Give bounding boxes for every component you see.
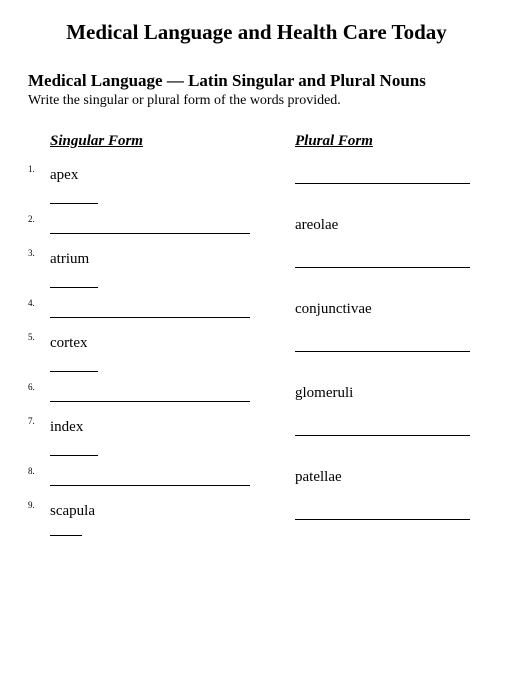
item-number: 3.: [28, 248, 35, 258]
singular-blank[interactable]: [50, 220, 250, 234]
header-singular: Singular Form: [50, 133, 295, 150]
singular-word: scapula: [50, 503, 95, 520]
plural-word: conjunctivae: [295, 301, 372, 318]
items-list: 1. apex 2. areolae 3. atrium 4. conjunctivae 5. c…: [28, 162, 485, 536]
worksheet-item: 5. cortex: [28, 330, 485, 372]
singular-cell: [50, 220, 295, 234]
singular-blank[interactable]: [50, 388, 250, 402]
item-number: 4.: [28, 298, 35, 308]
worksheet-item: 1. apex: [28, 162, 485, 204]
plural-cell: [295, 338, 485, 352]
singular-cell: [50, 472, 295, 486]
plural-cell: [295, 422, 485, 436]
main-title: Medical Language and Health Care Today: [28, 20, 485, 45]
item-row: conjunctivae: [50, 296, 485, 318]
worksheet-item: 4. conjunctivae: [28, 296, 485, 322]
plural-word: patellae: [295, 469, 342, 486]
plural-cell: [295, 170, 485, 184]
singular-cell: [50, 304, 295, 318]
item-number: 5.: [28, 332, 35, 342]
spacer: [50, 234, 485, 238]
singular-blank[interactable]: [50, 304, 250, 318]
worksheet-item: 8. patellae: [28, 464, 485, 490]
header-plural: Plural Form: [295, 133, 485, 150]
spacer: [50, 486, 485, 490]
worksheet-page: Medical Language and Health Care Today M…: [0, 0, 513, 554]
singular-word: index: [50, 419, 83, 436]
item-row: glomeruli: [50, 380, 485, 402]
item-row: patellae: [50, 464, 485, 486]
item-row: scapula: [50, 498, 485, 520]
item-row: areolae: [50, 212, 485, 234]
plural-blank[interactable]: [295, 170, 470, 184]
singular-cell: scapula: [50, 503, 295, 520]
worksheet-item: 7. index: [28, 414, 485, 456]
worksheet-item: 2. areolae: [28, 212, 485, 238]
item-row: atrium: [50, 246, 485, 268]
spacer: [50, 402, 485, 406]
worksheet-item: 9. scapula: [28, 498, 485, 536]
extra-blank[interactable]: [50, 274, 98, 288]
singular-blank[interactable]: [50, 472, 250, 486]
item-number: 8.: [28, 466, 35, 476]
section-subtitle: Medical Language — Latin Singular and Pl…: [28, 71, 485, 91]
singular-cell: [50, 388, 295, 402]
worksheet-item: 3. atrium: [28, 246, 485, 288]
singular-cell: index: [50, 419, 295, 436]
singular-word: atrium: [50, 251, 89, 268]
singular-cell: cortex: [50, 335, 295, 352]
plural-blank[interactable]: [295, 422, 470, 436]
extra-blank[interactable]: [50, 190, 98, 204]
singular-cell: atrium: [50, 251, 295, 268]
item-number: 2.: [28, 214, 35, 224]
item-row: cortex: [50, 330, 485, 352]
extra-blank[interactable]: [50, 442, 98, 456]
item-number: 9.: [28, 500, 35, 510]
plural-word: glomeruli: [295, 385, 353, 402]
extra-blank[interactable]: [50, 358, 98, 372]
singular-word: cortex: [50, 335, 87, 352]
plural-word: areolae: [295, 217, 338, 234]
columns-header: Singular Form Plural Form: [28, 133, 485, 150]
singular-word: apex: [50, 167, 78, 184]
plural-cell: patellae: [295, 469, 485, 486]
plural-blank[interactable]: [295, 254, 470, 268]
spacer: [50, 318, 485, 322]
plural-cell: areolae: [295, 217, 485, 234]
plural-cell: conjunctivae: [295, 301, 485, 318]
plural-cell: [295, 254, 485, 268]
item-number: 6.: [28, 382, 35, 392]
instruction-text: Write the singular or plural form of the…: [28, 93, 485, 109]
item-number: 1.: [28, 164, 35, 174]
item-row: index: [50, 414, 485, 436]
plural-cell: glomeruli: [295, 385, 485, 402]
plural-blank[interactable]: [295, 338, 470, 352]
plural-blank[interactable]: [295, 506, 470, 520]
extra-blank[interactable]: [50, 524, 82, 536]
item-row: apex: [50, 162, 485, 184]
worksheet-item: 6. glomeruli: [28, 380, 485, 406]
singular-cell: apex: [50, 167, 295, 184]
item-number: 7.: [28, 416, 35, 426]
plural-cell: [295, 506, 485, 520]
